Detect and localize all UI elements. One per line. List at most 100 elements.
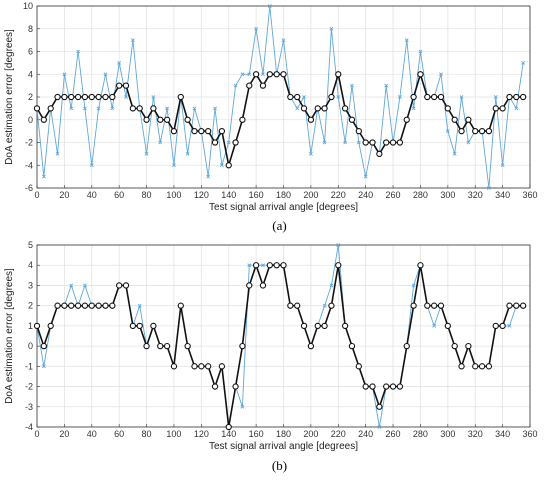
- data-point-blue: [41, 174, 46, 179]
- x-tick-label: 140: [221, 190, 236, 200]
- data-point-black: [74, 302, 82, 309]
- data-point-black: [150, 322, 157, 330]
- data-point-blue: [500, 163, 505, 168]
- data-point-black: [170, 363, 178, 370]
- data-point-black: [478, 127, 486, 135]
- data-point-black: [499, 105, 506, 112]
- data-point-black: [266, 71, 273, 78]
- data-point-black: [246, 82, 253, 89]
- y-tick-label: 3: [28, 280, 33, 290]
- data-point-black: [95, 302, 102, 309]
- x-tick-label: 0: [34, 429, 39, 439]
- data-point-black: [506, 302, 513, 309]
- y-tick-label: -4: [25, 422, 33, 432]
- data-point-black: [61, 93, 68, 101]
- data-point-black: [396, 139, 404, 146]
- data-point-blue: [445, 129, 450, 134]
- x-axis-label: Test signal arrival angle [degrees]: [209, 202, 358, 213]
- data-point-blue: [103, 72, 108, 77]
- data-point-black: [280, 262, 287, 269]
- data-point-blue: [165, 106, 170, 111]
- x-tick-label: 320: [468, 429, 483, 439]
- data-point-black: [307, 116, 315, 123]
- x-tick-label: 40: [87, 429, 97, 439]
- data-point-black: [465, 342, 472, 350]
- data-point-black: [506, 93, 513, 101]
- data-point-blue: [329, 26, 334, 31]
- data-point-black: [424, 93, 431, 101]
- data-point-black: [198, 127, 205, 135]
- data-point-blue: [308, 151, 313, 156]
- data-point-black: [218, 127, 226, 135]
- data-point-black: [513, 302, 520, 309]
- data-point-black: [191, 127, 198, 135]
- data-point-blue: [192, 106, 197, 111]
- chart-b: 0 20 40 60 80 100 120 140 160 180 200 220 240 260 280 3…: [4, 240, 538, 473]
- data-point-blue: [55, 151, 60, 156]
- data-point-blue: [89, 163, 94, 168]
- chart-a: 0 20 40 60 80 100 120 140 160 180 200 220 240 260 280 3…: [4, 1, 538, 233]
- x-tick-label: 220: [331, 190, 346, 200]
- data-point-blue: [329, 283, 334, 288]
- data-point-black: [458, 127, 465, 135]
- data-point-black: [513, 93, 520, 101]
- data-point-black: [430, 93, 438, 101]
- y-tick-label: 5: [28, 240, 33, 250]
- data-point-black: [88, 302, 95, 309]
- data-point-black: [47, 105, 54, 112]
- data-point-blue: [83, 106, 87, 111]
- data-point-black: [403, 342, 410, 350]
- data-point-black: [102, 302, 109, 309]
- data-point-black: [321, 105, 328, 112]
- data-point-black: [417, 262, 424, 269]
- data-point-blue: [493, 95, 498, 99]
- data-point-black: [129, 322, 137, 330]
- data-point-black: [341, 105, 349, 112]
- data-point-black: [335, 262, 342, 269]
- data-point-black: [355, 127, 362, 135]
- data-point-black: [33, 105, 41, 112]
- data-point-black: [218, 363, 226, 370]
- data-point-black: [314, 105, 321, 112]
- data-point-black: [300, 105, 308, 112]
- data-point-black: [81, 302, 89, 309]
- x-tick-label: 40: [87, 190, 97, 200]
- y-tick-label: 10: [23, 1, 33, 11]
- x-tick-label: 260: [386, 429, 401, 439]
- data-point-black: [122, 282, 130, 289]
- data-point-blue: [439, 72, 443, 77]
- data-point-blue: [96, 106, 101, 111]
- y-tick-label: 1: [28, 321, 33, 331]
- data-point-black: [369, 383, 376, 390]
- data-point-blue: [411, 283, 416, 288]
- x-tick-label: 280: [413, 190, 428, 200]
- data-point-blue: [240, 404, 245, 409]
- panel-caption: (a): [272, 218, 286, 233]
- data-point-black: [150, 105, 157, 112]
- x-tick-label: 60: [114, 190, 124, 200]
- data-point-black: [109, 93, 116, 101]
- data-point-blue: [514, 106, 519, 111]
- data-point-blue: [336, 243, 341, 247]
- x-tick-label: 280: [413, 429, 428, 439]
- x-tick-label: 340: [495, 190, 510, 200]
- data-point-blue: [459, 95, 464, 99]
- data-point-black: [383, 139, 390, 146]
- data-point-blue: [254, 26, 259, 31]
- x-tick-label: 120: [194, 190, 209, 200]
- x-tick-label: 260: [386, 190, 401, 200]
- data-point-black: [129, 105, 137, 112]
- data-point-black: [68, 93, 75, 101]
- x-tick-label: 160: [249, 429, 264, 439]
- y-axis-label: DoA estimation error [degrees]: [4, 29, 15, 165]
- data-point-black: [33, 322, 41, 330]
- series-line-black: [36, 264, 524, 428]
- data-point-blue: [418, 49, 423, 54]
- data-point-black: [266, 262, 273, 269]
- data-point-black: [430, 302, 438, 309]
- data-point-blue: [350, 83, 354, 88]
- data-point-black: [157, 116, 164, 123]
- data-point-black: [328, 93, 335, 101]
- data-point-black: [492, 105, 499, 112]
- data-point-black: [492, 322, 499, 330]
